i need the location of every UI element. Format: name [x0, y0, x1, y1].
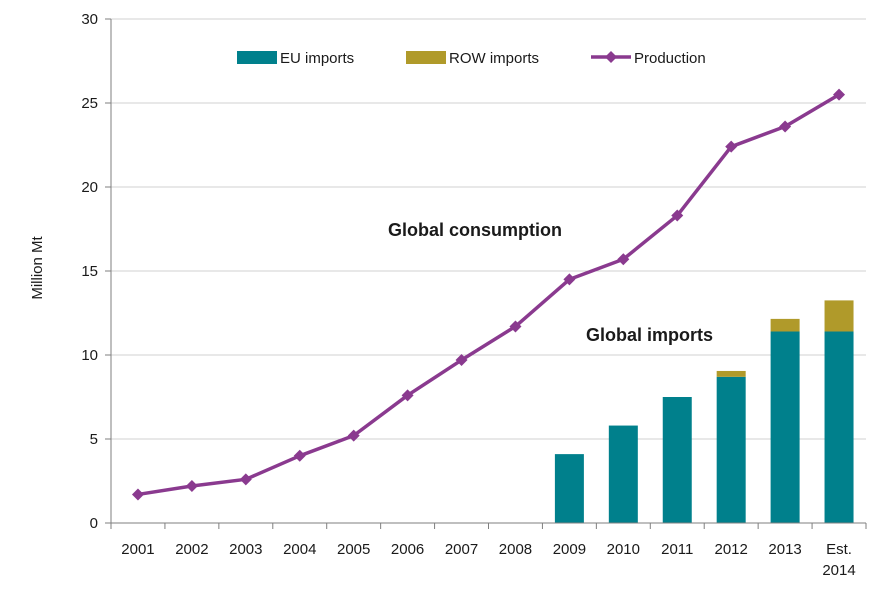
legend-swatch-production-marker: [605, 51, 617, 63]
x-tick-label: 2011: [661, 541, 693, 558]
legend-swatch-row-imports: [406, 51, 446, 64]
y-tick-labels: 0 5 10 15 20 25 30: [81, 11, 98, 532]
bar-eu-imports: [662, 397, 692, 523]
annotation-global-imports: Global imports: [586, 325, 713, 345]
legend-label-eu-imports: EU imports: [280, 50, 354, 67]
bar-eu-imports: [608, 425, 638, 523]
bar-eu-imports: [770, 331, 800, 523]
production-point: [347, 429, 360, 442]
x-tick-label: 2002: [175, 541, 208, 558]
y-tick-label: 5: [90, 431, 98, 448]
x-tick-label: 2005: [337, 541, 370, 558]
x-tick-label: 2008: [499, 541, 532, 558]
bar-row-imports: [716, 370, 746, 377]
y-tick-label: 0: [90, 515, 98, 532]
production-point: [401, 389, 414, 402]
x-tick-label: 2004: [283, 541, 316, 558]
x-tick-label: 2007: [445, 541, 478, 558]
production-point: [779, 120, 792, 133]
bar-row-imports: [824, 300, 854, 332]
x-tick-label: 2012: [714, 541, 747, 558]
production-point: [671, 209, 684, 222]
legend: EU imports ROW imports Production: [237, 50, 706, 67]
bar-row-imports: [770, 318, 800, 332]
bar-group: [554, 300, 854, 523]
annotation-global-consumption: Global consumption: [388, 220, 562, 240]
x-tick-label: 2010: [607, 541, 640, 558]
y-tick-label: 15: [81, 263, 98, 280]
bar-eu-imports: [554, 454, 584, 523]
x-tick-label: Est. 2014: [822, 541, 855, 579]
legend-label-row-imports: ROW imports: [449, 50, 539, 67]
production-line: [137, 93, 840, 497]
y-tick-label: 20: [81, 179, 98, 196]
x-tick-label: 2006: [391, 541, 424, 558]
x-tick-label: 2013: [768, 541, 801, 558]
y-tick-label: 25: [81, 95, 98, 112]
production-line-group: [131, 88, 846, 501]
y-tick-label: 30: [81, 11, 98, 28]
production-point: [455, 354, 468, 367]
legend-swatch-eu-imports: [237, 51, 277, 64]
bar-eu-imports: [824, 331, 854, 523]
axes: [105, 18, 867, 529]
legend-label-production: Production: [634, 50, 706, 67]
bar-eu-imports: [716, 376, 746, 523]
production-point: [563, 273, 576, 286]
production-point: [617, 253, 630, 266]
x-tick-label: 2009: [553, 541, 586, 558]
x-tick-label: 2001: [121, 541, 154, 558]
y-tick-label: 10: [81, 347, 98, 364]
production-point: [239, 473, 252, 486]
production-point: [509, 320, 522, 333]
production-point: [833, 88, 846, 101]
x-tick-label: 2003: [229, 541, 262, 558]
production-point: [131, 488, 144, 501]
production-point: [725, 140, 738, 153]
production-point: [293, 449, 306, 462]
production-point: [185, 480, 198, 493]
x-tick-labels: 2001 2002 2003 2004 2005 2006 2007 2008 2009 2010…: [121, 541, 855, 579]
y-axis-label: Million Mt: [29, 235, 46, 299]
